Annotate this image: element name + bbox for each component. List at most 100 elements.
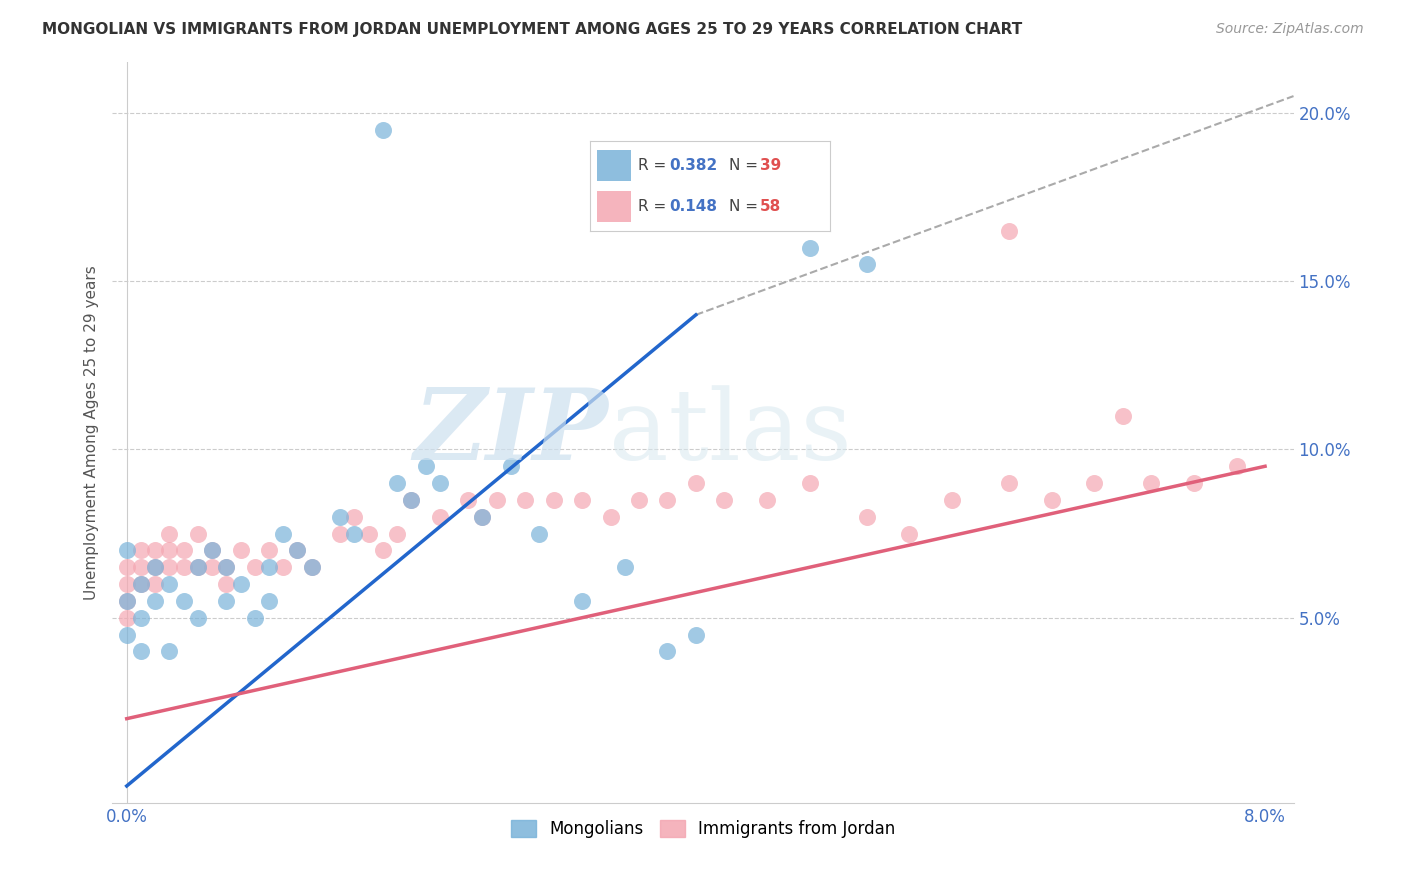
Point (201, 543, 224, 558)
Point (301, 560, 323, 574)
Point (115, 627, 138, 641)
Point (143, 560, 166, 574)
Point (157, 644, 180, 658)
Point (401, 492, 423, 507)
Point (385, 476, 408, 491)
Point (329, 509, 352, 524)
Text: 0.382: 0.382 (669, 158, 717, 173)
Point (1182, 476, 1205, 491)
Point (143, 560, 166, 574)
Text: R =: R = (638, 158, 671, 173)
Point (371, 122, 394, 136)
Legend: Mongolians, Immigrants from Jordan: Mongolians, Immigrants from Jordan (502, 812, 904, 847)
Point (685, 627, 707, 641)
Point (287, 543, 309, 558)
Point (129, 560, 152, 574)
Point (599, 509, 621, 524)
Point (756, 492, 779, 507)
Point (187, 610, 209, 624)
Text: ZIP: ZIP (413, 384, 609, 481)
Text: Source: ZipAtlas.com: Source: ZipAtlas.com (1216, 22, 1364, 37)
Text: atlas: atlas (609, 384, 851, 481)
Point (685, 476, 707, 491)
Text: 0.148: 0.148 (669, 199, 717, 214)
Point (898, 526, 921, 541)
Point (1083, 476, 1105, 491)
Point (129, 577, 152, 591)
Point (187, 526, 209, 541)
Point (173, 543, 195, 558)
Point (543, 492, 565, 507)
Point (471, 509, 494, 524)
Text: 39: 39 (761, 158, 782, 173)
Point (1040, 492, 1063, 507)
Point (513, 492, 536, 507)
Point (357, 526, 380, 541)
Bar (598, 151, 630, 181)
Point (157, 577, 180, 591)
Point (529, 526, 551, 541)
Point (499, 459, 522, 474)
Point (371, 543, 394, 558)
Point (129, 610, 152, 624)
Point (485, 492, 508, 507)
Point (287, 543, 309, 558)
Point (301, 560, 323, 574)
Text: N =: N = (728, 158, 762, 173)
Point (129, 543, 152, 558)
Point (613, 560, 636, 574)
Point (201, 560, 224, 574)
Point (115, 543, 138, 558)
Point (215, 560, 238, 574)
Point (229, 577, 252, 591)
Point (215, 594, 238, 608)
Point (329, 526, 352, 541)
Point (143, 594, 166, 608)
Point (571, 492, 593, 507)
Point (998, 224, 1021, 238)
Point (627, 492, 650, 507)
Point (257, 594, 280, 608)
Point (115, 594, 138, 608)
Point (713, 492, 735, 507)
Point (157, 543, 180, 558)
Point (143, 543, 166, 558)
Point (143, 577, 166, 591)
Point (115, 594, 138, 608)
Point (343, 509, 366, 524)
Point (429, 476, 451, 491)
Point (1226, 459, 1249, 474)
Point (115, 560, 138, 574)
Point (855, 509, 877, 524)
Bar (598, 192, 630, 222)
Point (173, 560, 195, 574)
Point (243, 610, 266, 624)
Point (157, 526, 180, 541)
Point (215, 560, 238, 574)
Point (799, 476, 821, 491)
Text: N =: N = (728, 199, 762, 214)
Point (187, 560, 209, 574)
Point (657, 492, 679, 507)
Point (1140, 476, 1163, 491)
Point (201, 543, 224, 558)
Point (173, 594, 195, 608)
Point (855, 257, 877, 271)
Point (998, 476, 1021, 491)
Point (471, 509, 494, 524)
Point (115, 610, 138, 624)
Point (215, 577, 238, 591)
Point (129, 577, 152, 591)
Text: MONGOLIAN VS IMMIGRANTS FROM JORDAN UNEMPLOYMENT AMONG AGES 25 TO 29 YEARS CORRE: MONGOLIAN VS IMMIGRANTS FROM JORDAN UNEM… (42, 22, 1022, 37)
Point (457, 492, 479, 507)
Point (343, 526, 366, 541)
Point (799, 240, 821, 254)
Point (385, 526, 408, 541)
Point (115, 577, 138, 591)
Point (243, 560, 266, 574)
Point (257, 560, 280, 574)
Point (941, 492, 963, 507)
Point (257, 543, 280, 558)
Point (429, 509, 451, 524)
Point (157, 560, 180, 574)
